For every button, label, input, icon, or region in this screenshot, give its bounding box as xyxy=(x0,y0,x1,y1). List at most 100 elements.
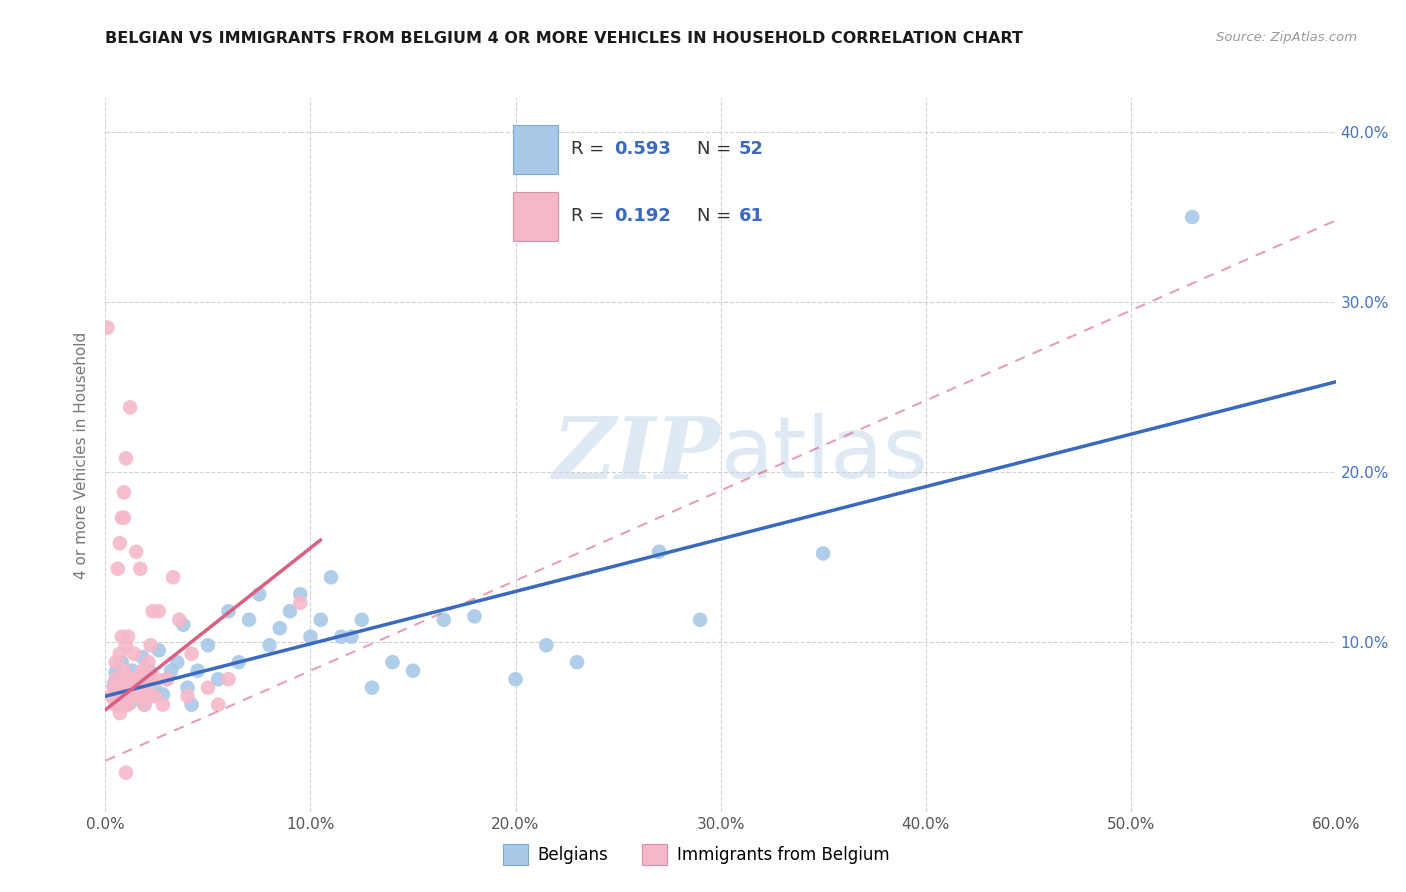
Point xyxy=(350,613,373,627)
Point xyxy=(112,664,135,678)
Point xyxy=(142,604,165,618)
Y-axis label: 4 or more Vehicles in Household: 4 or more Vehicles in Household xyxy=(75,331,90,579)
Point xyxy=(115,765,138,780)
Point xyxy=(176,681,198,695)
Point xyxy=(129,562,152,576)
Point xyxy=(131,664,153,678)
Point xyxy=(160,664,183,678)
Point xyxy=(218,604,240,618)
Point xyxy=(103,681,125,695)
Point xyxy=(111,689,134,703)
Point xyxy=(197,638,219,652)
Point xyxy=(135,672,157,686)
Point xyxy=(117,630,139,644)
Point xyxy=(145,672,167,686)
Text: ZIP: ZIP xyxy=(553,413,721,497)
Point xyxy=(689,613,711,627)
Point xyxy=(1181,210,1204,224)
Point xyxy=(115,689,138,703)
Point xyxy=(104,698,127,712)
Point xyxy=(207,698,229,712)
Point xyxy=(162,570,184,584)
Point xyxy=(112,485,135,500)
Point xyxy=(187,664,209,678)
Point xyxy=(169,613,191,627)
Point xyxy=(120,689,141,703)
Point xyxy=(148,604,170,618)
Point xyxy=(139,672,162,686)
Point xyxy=(112,510,135,524)
Point xyxy=(115,672,138,686)
Point xyxy=(134,689,156,703)
Point xyxy=(111,510,134,524)
Point xyxy=(180,647,202,661)
Point xyxy=(197,681,219,695)
Point xyxy=(166,655,188,669)
Point xyxy=(207,672,229,686)
Point xyxy=(129,672,152,686)
Point xyxy=(176,689,198,703)
Point xyxy=(259,638,281,652)
Point xyxy=(115,451,138,466)
Point xyxy=(381,655,404,669)
Point xyxy=(290,596,312,610)
Point xyxy=(648,545,671,559)
Point xyxy=(143,681,166,695)
Point xyxy=(218,672,240,686)
Point xyxy=(299,630,322,644)
Point xyxy=(125,689,148,703)
Point xyxy=(100,689,122,703)
Point xyxy=(156,672,179,686)
Point xyxy=(180,698,202,712)
Point xyxy=(152,688,174,702)
Legend: Belgians, Immigrants from Belgium: Belgians, Immigrants from Belgium xyxy=(496,838,896,871)
Point xyxy=(152,698,174,712)
Point xyxy=(402,664,425,678)
Point xyxy=(340,630,363,644)
Point xyxy=(309,613,332,627)
Point xyxy=(319,570,342,584)
Text: BELGIAN VS IMMIGRANTS FROM BELGIUM 4 OR MORE VEHICLES IN HOUSEHOLD CORRELATION C: BELGIAN VS IMMIGRANTS FROM BELGIUM 4 OR … xyxy=(105,31,1024,46)
Point xyxy=(139,638,162,652)
Point xyxy=(120,696,141,710)
Point xyxy=(125,681,148,695)
Point xyxy=(134,698,156,712)
Point xyxy=(156,672,179,686)
Point xyxy=(464,609,486,624)
Point xyxy=(107,681,129,695)
Point xyxy=(135,681,157,695)
Point xyxy=(134,698,156,712)
Point xyxy=(115,638,138,652)
Point xyxy=(107,698,129,712)
Point xyxy=(127,688,149,702)
Point xyxy=(135,664,157,678)
Point xyxy=(121,681,143,695)
Point xyxy=(143,689,166,703)
Point xyxy=(172,617,194,632)
Text: Source: ZipAtlas.com: Source: ZipAtlas.com xyxy=(1216,31,1357,45)
Point xyxy=(433,613,456,627)
Point xyxy=(122,647,145,661)
Point xyxy=(536,638,558,652)
Point xyxy=(120,401,141,415)
Text: atlas: atlas xyxy=(721,413,928,497)
Point xyxy=(121,664,143,678)
Point xyxy=(117,681,139,695)
Point xyxy=(108,706,131,721)
Point xyxy=(131,650,153,665)
Point xyxy=(111,698,134,712)
Point xyxy=(505,672,527,686)
Point xyxy=(117,698,139,712)
Point xyxy=(111,672,134,686)
Point xyxy=(269,621,291,635)
Point xyxy=(228,655,250,669)
Point xyxy=(115,672,138,686)
Point xyxy=(96,320,118,334)
Point xyxy=(238,613,260,627)
Point xyxy=(108,647,131,661)
Point xyxy=(108,684,131,698)
Point xyxy=(139,665,162,680)
Point xyxy=(104,655,127,669)
Point xyxy=(290,587,312,601)
Point xyxy=(108,536,131,550)
